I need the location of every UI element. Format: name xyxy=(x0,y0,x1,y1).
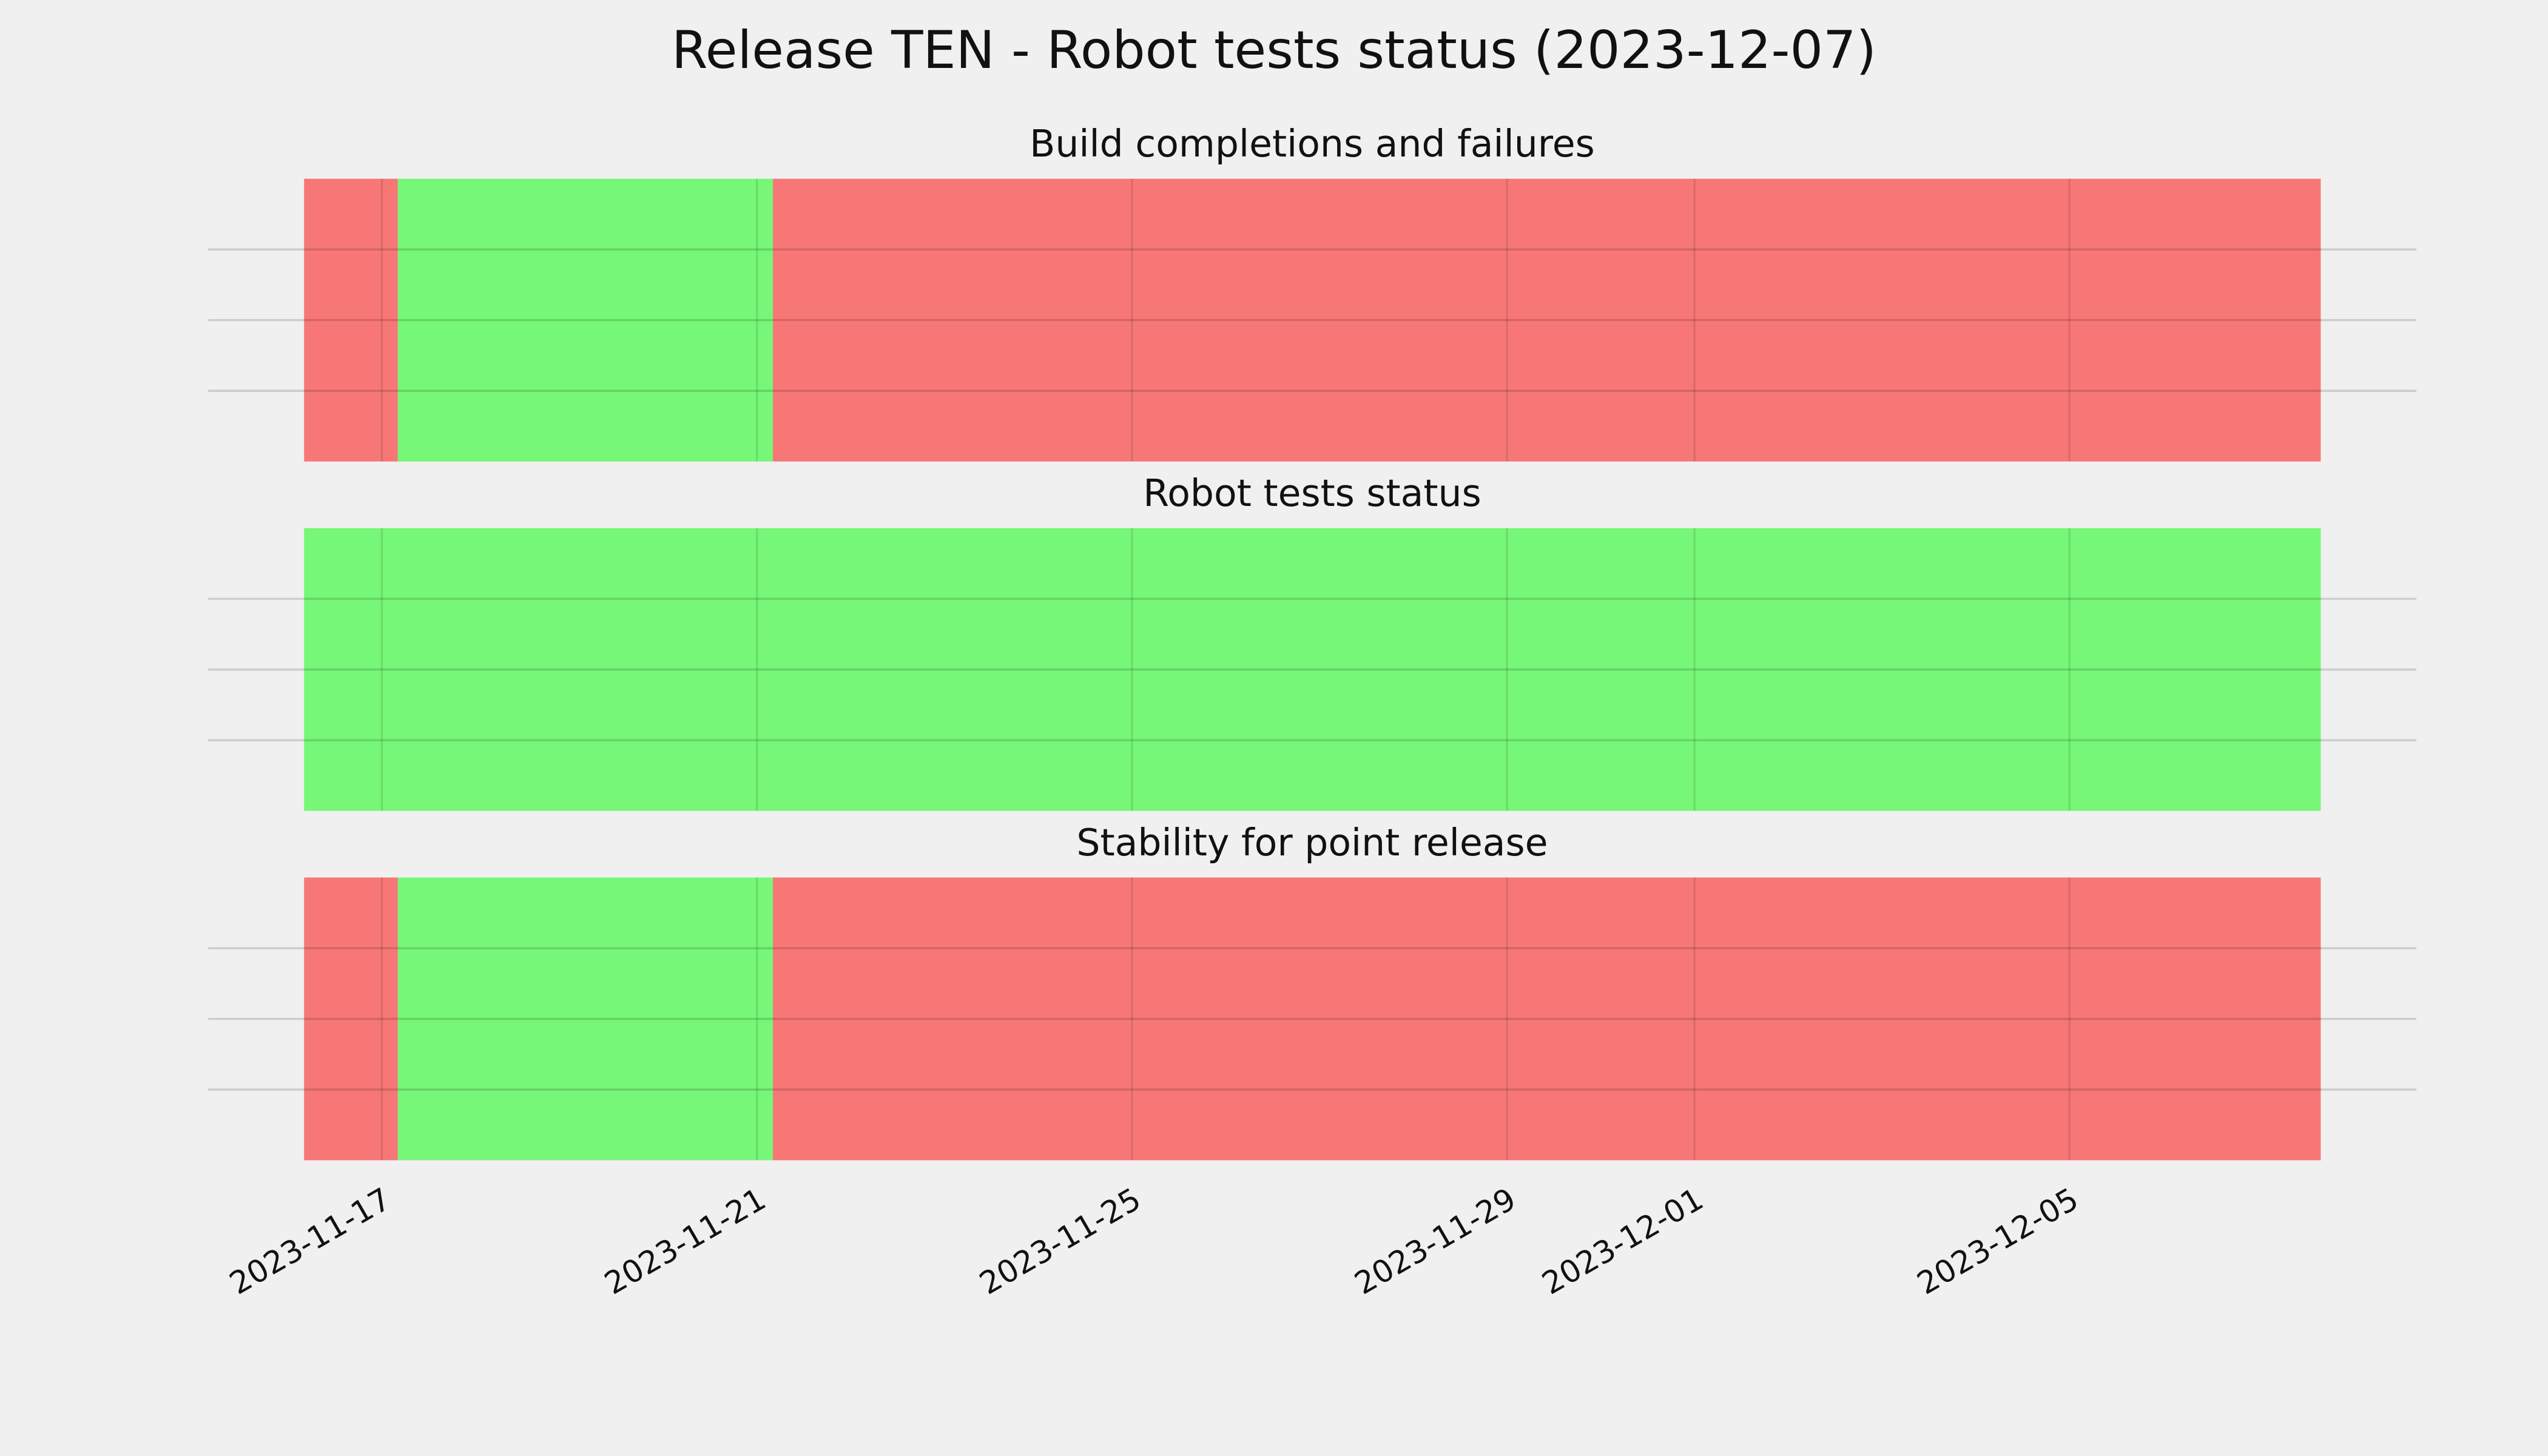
chart-title: Release TEN - Robot tests status (2023-1… xyxy=(672,20,1876,81)
status-band xyxy=(304,528,2321,811)
panel-title: Build completions and failures xyxy=(1030,122,1595,166)
status-band xyxy=(304,178,398,462)
panel-title: Robot tests status xyxy=(1143,471,1481,515)
status-band xyxy=(397,877,773,1161)
status-band xyxy=(304,877,398,1161)
panel-title: Stability for point release xyxy=(1076,821,1548,864)
status-band xyxy=(772,178,2321,462)
status-band xyxy=(772,877,2321,1161)
status-band xyxy=(397,178,773,462)
